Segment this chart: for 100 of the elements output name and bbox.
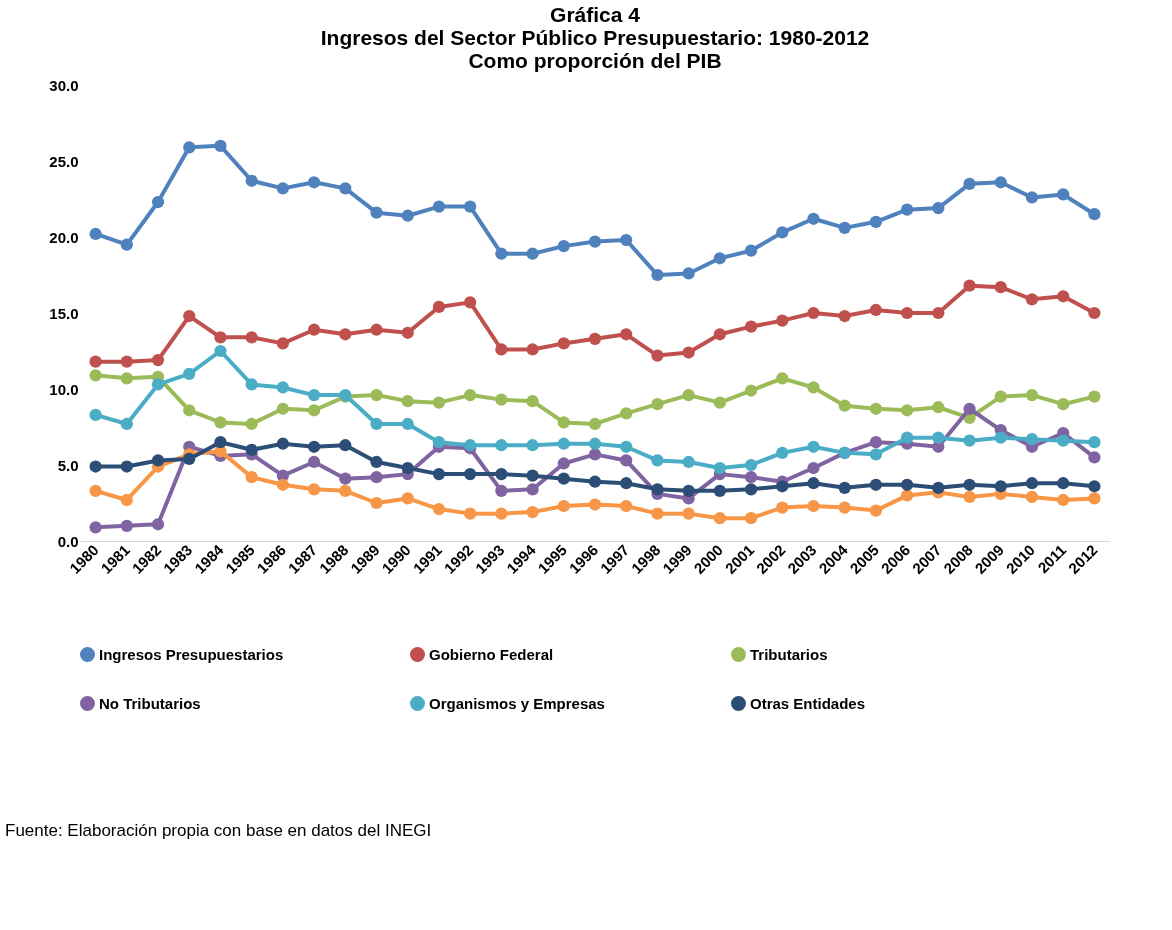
- point: [183, 452, 196, 466]
- point: [245, 417, 258, 431]
- point: [682, 484, 695, 497]
- point: [151, 354, 165, 367]
- point: [1088, 306, 1101, 320]
- point: [620, 407, 633, 420]
- point: [89, 369, 102, 382]
- point: [744, 384, 758, 397]
- point: [401, 417, 414, 431]
- y-tick-label: 10.0: [49, 380, 79, 398]
- point: [1025, 388, 1039, 402]
- point: [339, 472, 352, 485]
- point: [744, 512, 758, 525]
- point: [464, 507, 477, 520]
- point: [713, 252, 726, 265]
- point: [214, 344, 227, 358]
- point: [838, 501, 851, 514]
- legend-label: Otras Entidades: [750, 694, 866, 712]
- point: [214, 416, 227, 429]
- text: Gráfica 4: [550, 3, 640, 26]
- point: [276, 402, 289, 415]
- point: [89, 408, 102, 421]
- point: [401, 492, 414, 505]
- point: [432, 468, 446, 481]
- point: [526, 506, 539, 519]
- point: [838, 399, 851, 412]
- point: [495, 247, 508, 260]
- point: [994, 281, 1007, 294]
- point: [245, 331, 258, 344]
- point: [276, 337, 289, 350]
- point: [276, 182, 289, 195]
- point: [776, 372, 789, 385]
- point: [120, 493, 133, 507]
- source-note: Fuente: Elaboración propia con base en datos del INEGI: [5, 821, 432, 840]
- point: [526, 247, 539, 260]
- point: [776, 446, 789, 459]
- point: [807, 440, 820, 453]
- point: [620, 233, 633, 247]
- point: [682, 507, 695, 520]
- point: [1025, 490, 1039, 504]
- point: [838, 481, 851, 494]
- point: [151, 378, 165, 391]
- point: [339, 182, 352, 195]
- point: [869, 402, 883, 415]
- point: [963, 478, 976, 491]
- point: [370, 496, 383, 510]
- point: [401, 209, 414, 222]
- point: [495, 507, 508, 520]
- point: [151, 454, 165, 467]
- point: [651, 507, 664, 520]
- y-tick-label: 20.0: [49, 228, 79, 246]
- point: [89, 521, 102, 534]
- text: Como proporción del PIB: [468, 49, 722, 72]
- point: [183, 141, 196, 154]
- point: [495, 439, 508, 452]
- point: [744, 458, 758, 472]
- y-tick-label: 25.0: [49, 152, 79, 170]
- point: [495, 343, 508, 356]
- y-tick-label: 30.0: [49, 76, 79, 94]
- point: [370, 471, 383, 484]
- point: [838, 309, 851, 323]
- point: [276, 478, 289, 491]
- point: [557, 457, 570, 470]
- point: [807, 306, 820, 320]
- point: [307, 404, 321, 417]
- point: [651, 349, 664, 362]
- point: [526, 483, 539, 496]
- point: [776, 501, 789, 514]
- y-tick-label: 5.0: [57, 456, 79, 474]
- point: [370, 417, 383, 431]
- point: [120, 417, 133, 431]
- point: [401, 326, 414, 339]
- point: [401, 461, 414, 475]
- point: [682, 455, 695, 469]
- point: [713, 328, 726, 341]
- point: [776, 314, 789, 327]
- point: [807, 499, 820, 513]
- text: Ingresos del Sector Público Presupuestario: 1980-2012: [320, 26, 870, 49]
- point: [307, 388, 321, 402]
- point: [183, 309, 196, 323]
- point: [214, 331, 227, 344]
- point: [651, 398, 664, 411]
- point: [1057, 493, 1070, 507]
- point: [901, 478, 914, 491]
- point: [869, 436, 883, 449]
- point: [932, 401, 945, 414]
- point: [963, 434, 976, 447]
- point: [89, 355, 102, 368]
- point: [464, 296, 477, 309]
- point: [245, 443, 258, 456]
- point: [651, 483, 664, 496]
- point: [901, 431, 914, 444]
- point: [901, 404, 914, 417]
- point: [620, 440, 633, 453]
- point: [89, 227, 102, 241]
- point: [744, 244, 758, 257]
- point: [620, 477, 633, 490]
- point: [1057, 477, 1070, 490]
- point: [464, 468, 477, 481]
- point: [526, 343, 539, 356]
